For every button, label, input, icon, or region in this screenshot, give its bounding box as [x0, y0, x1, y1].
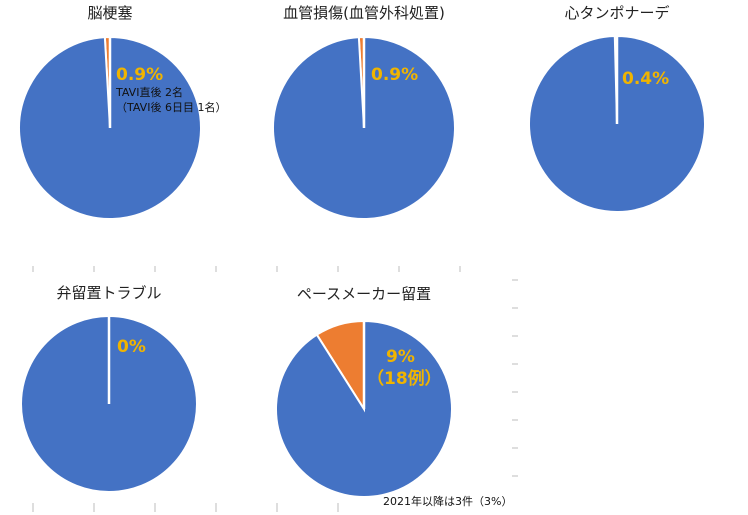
data-label: 0.4% [622, 69, 669, 89]
pie-chart-cerebral-infarction: 脳梗塞 0.9% TAVI直後 2名 （TAVI後 6日目 1名） [18, 4, 226, 220]
data-label: 0.9% [116, 65, 163, 85]
chart-title: 脳梗塞 [87, 4, 132, 22]
footnote: 2021年以降は3件（3%） [383, 494, 512, 508]
pie-chart-pacemaker-implantation: ペースメーカー留置 9% （18例） 2021年以降は3件（3%） [275, 285, 512, 508]
chart-title: 弁留置トラブル [56, 284, 161, 302]
pie-chart-valve-deployment-trouble: 弁留置トラブル 0% [20, 284, 198, 493]
data-label: 0.9% [371, 65, 418, 85]
chart-title: 心タンポナーデ [564, 4, 669, 22]
pie-chart-cardiac-tamponade: 心タンポナーデ 0.4% [528, 4, 706, 213]
data-label-count: （18例） [367, 368, 442, 389]
annotation-line-2: （TAVI後 6日目 1名） [116, 100, 226, 114]
annotation-line-1: TAVI直後 2名 [115, 85, 183, 99]
grid-ticks [32, 266, 518, 512]
chart-title: 血管損傷(血管外科処置) [283, 4, 445, 22]
pie-chart-vascular-injury: 血管損傷(血管外科処置) 0.9% [272, 4, 456, 220]
data-label: 0% [117, 337, 146, 357]
data-label: 9% [386, 347, 415, 367]
chart-title: ペースメーカー留置 [297, 285, 431, 303]
